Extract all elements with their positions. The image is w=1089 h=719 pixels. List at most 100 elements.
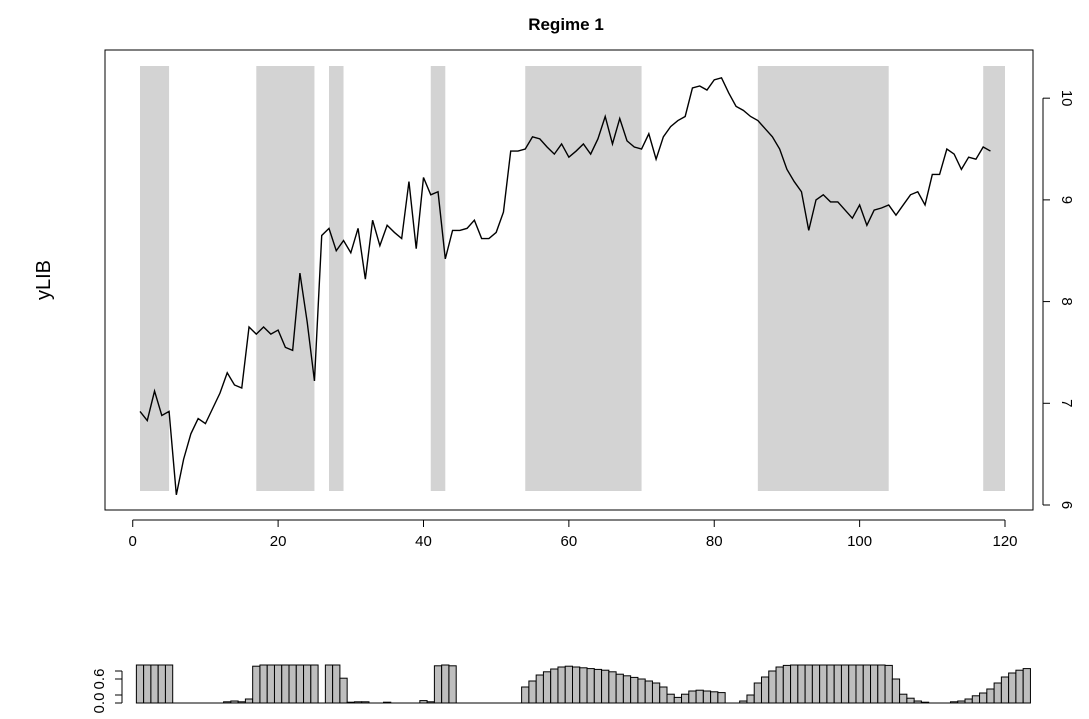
x-tick-label-0: 0 <box>129 533 137 550</box>
prob-bar-69 <box>630 676 639 704</box>
y-tick-label-3: 9 <box>1058 196 1075 204</box>
y-tick-label-2: 8 <box>1058 297 1075 305</box>
prob-bar-3 <box>150 664 159 704</box>
prob-y-tick-label-0: 0.0 <box>91 693 108 714</box>
y-tick-label-4: 10 <box>1058 90 1075 107</box>
prob-bar-1 <box>135 664 145 704</box>
prob-bar-87 <box>760 676 770 704</box>
prob-bar-92 <box>797 664 806 704</box>
prob-bar-91 <box>790 664 799 704</box>
prob-bar-118 <box>986 688 995 704</box>
prob-bar-57 <box>542 671 552 704</box>
x-tick-label-3: 60 <box>561 533 578 550</box>
prob-bar-98 <box>840 664 850 704</box>
regime-shade-0 <box>140 66 170 491</box>
prob-bar-88 <box>768 670 777 704</box>
prob-bar-28 <box>332 664 341 704</box>
prob-bar-25 <box>310 664 319 704</box>
prob-bar-107 <box>906 697 915 704</box>
regime-shade-2 <box>328 66 344 491</box>
prob-bar-63 <box>586 668 595 704</box>
prob-bar-101 <box>862 664 872 704</box>
prob-bar-93 <box>804 664 813 704</box>
prob-y-tick-label-2: 0.6 <box>91 669 108 690</box>
prob-bar-18 <box>259 664 268 704</box>
prob-bar-79 <box>702 690 712 704</box>
prob-bar-120 <box>1000 676 1010 704</box>
prob-bar-59 <box>557 666 566 704</box>
prob-bar-62 <box>579 667 588 704</box>
y-axis-label: yLIB <box>33 260 55 300</box>
prob-bar-94 <box>811 664 821 704</box>
prob-bar-117 <box>979 692 988 704</box>
prob-bar-43 <box>441 664 450 704</box>
prob-bar-22 <box>288 664 297 704</box>
prob-bar-78 <box>695 689 704 704</box>
prob-bar-70 <box>637 678 646 704</box>
prob-bar-29 <box>339 677 348 704</box>
probability-bars-group <box>135 664 1031 704</box>
prob-bar-102 <box>870 664 879 704</box>
prob-bar-71 <box>644 680 653 704</box>
prob-bar-2 <box>143 664 152 704</box>
prob-bar-121 <box>1008 672 1017 704</box>
prob-bar-42 <box>433 665 443 704</box>
prob-bar-65 <box>601 669 610 704</box>
prob-bar-77 <box>688 690 697 704</box>
prob-bar-64 <box>593 668 603 704</box>
regime-shade-6 <box>983 66 1005 491</box>
regime-shade-3 <box>430 66 446 491</box>
prob-bar-74 <box>666 693 675 704</box>
prob-bar-104 <box>884 664 893 704</box>
prob-bar-105 <box>891 678 901 704</box>
prob-bar-54 <box>521 686 530 704</box>
x-tick-label-5: 100 <box>847 533 872 550</box>
regime-shade-4 <box>525 66 642 491</box>
prob-bar-103 <box>877 664 886 704</box>
prob-bar-106 <box>899 693 908 704</box>
prob-bar-21 <box>281 664 290 704</box>
prob-bar-80 <box>710 691 719 704</box>
prob-bar-95 <box>819 664 828 704</box>
prob-bar-67 <box>615 673 624 704</box>
prob-bar-58 <box>550 668 559 704</box>
regime-shade-5 <box>757 66 889 491</box>
series-line <box>139 76 991 495</box>
prob-bar-60 <box>564 665 573 704</box>
prob-bar-100 <box>855 664 864 704</box>
regime-shading-group <box>140 66 1005 491</box>
prob-bar-89 <box>775 666 784 704</box>
prob-bar-76 <box>681 693 690 704</box>
prob-bar-97 <box>833 664 842 704</box>
prob-bar-44 <box>448 665 457 704</box>
x-tick-label-1: 20 <box>270 533 287 550</box>
prob-bar-99 <box>848 664 857 704</box>
prob-bar-17 <box>252 665 261 704</box>
y-tick-label-0: 6 <box>1058 501 1075 509</box>
regime-shade-1 <box>256 66 315 491</box>
prob-bar-56 <box>535 674 544 704</box>
prob-bar-66 <box>608 671 617 704</box>
prob-bar-20 <box>273 664 283 704</box>
y-axis: 6 7 8 9 10 <box>1042 90 1075 509</box>
plot-frame <box>104 49 1034 511</box>
prob-bar-115 <box>964 698 973 704</box>
prob-bar-72 <box>651 682 661 704</box>
prob-bar-73 <box>659 686 668 704</box>
probability-y-axis: 0.00.6 <box>91 669 123 714</box>
prob-bar-24 <box>303 664 312 704</box>
prob-bar-27 <box>324 664 334 704</box>
y-tick-label-1: 7 <box>1058 399 1075 407</box>
series-line-group <box>139 76 991 495</box>
prob-bar-86 <box>753 682 762 704</box>
x-tick-label-2: 40 <box>415 533 432 550</box>
prob-bar-19 <box>266 664 275 704</box>
prob-bar-96 <box>826 664 835 704</box>
prob-bar-116 <box>971 695 981 704</box>
x-axis: 0 20 40 60 80 100 120 <box>129 519 1018 550</box>
prob-bar-81 <box>717 692 726 704</box>
chart-title: Regime 1 <box>528 15 604 34</box>
prob-bar-122 <box>1015 669 1024 704</box>
prob-bar-75 <box>673 696 683 704</box>
